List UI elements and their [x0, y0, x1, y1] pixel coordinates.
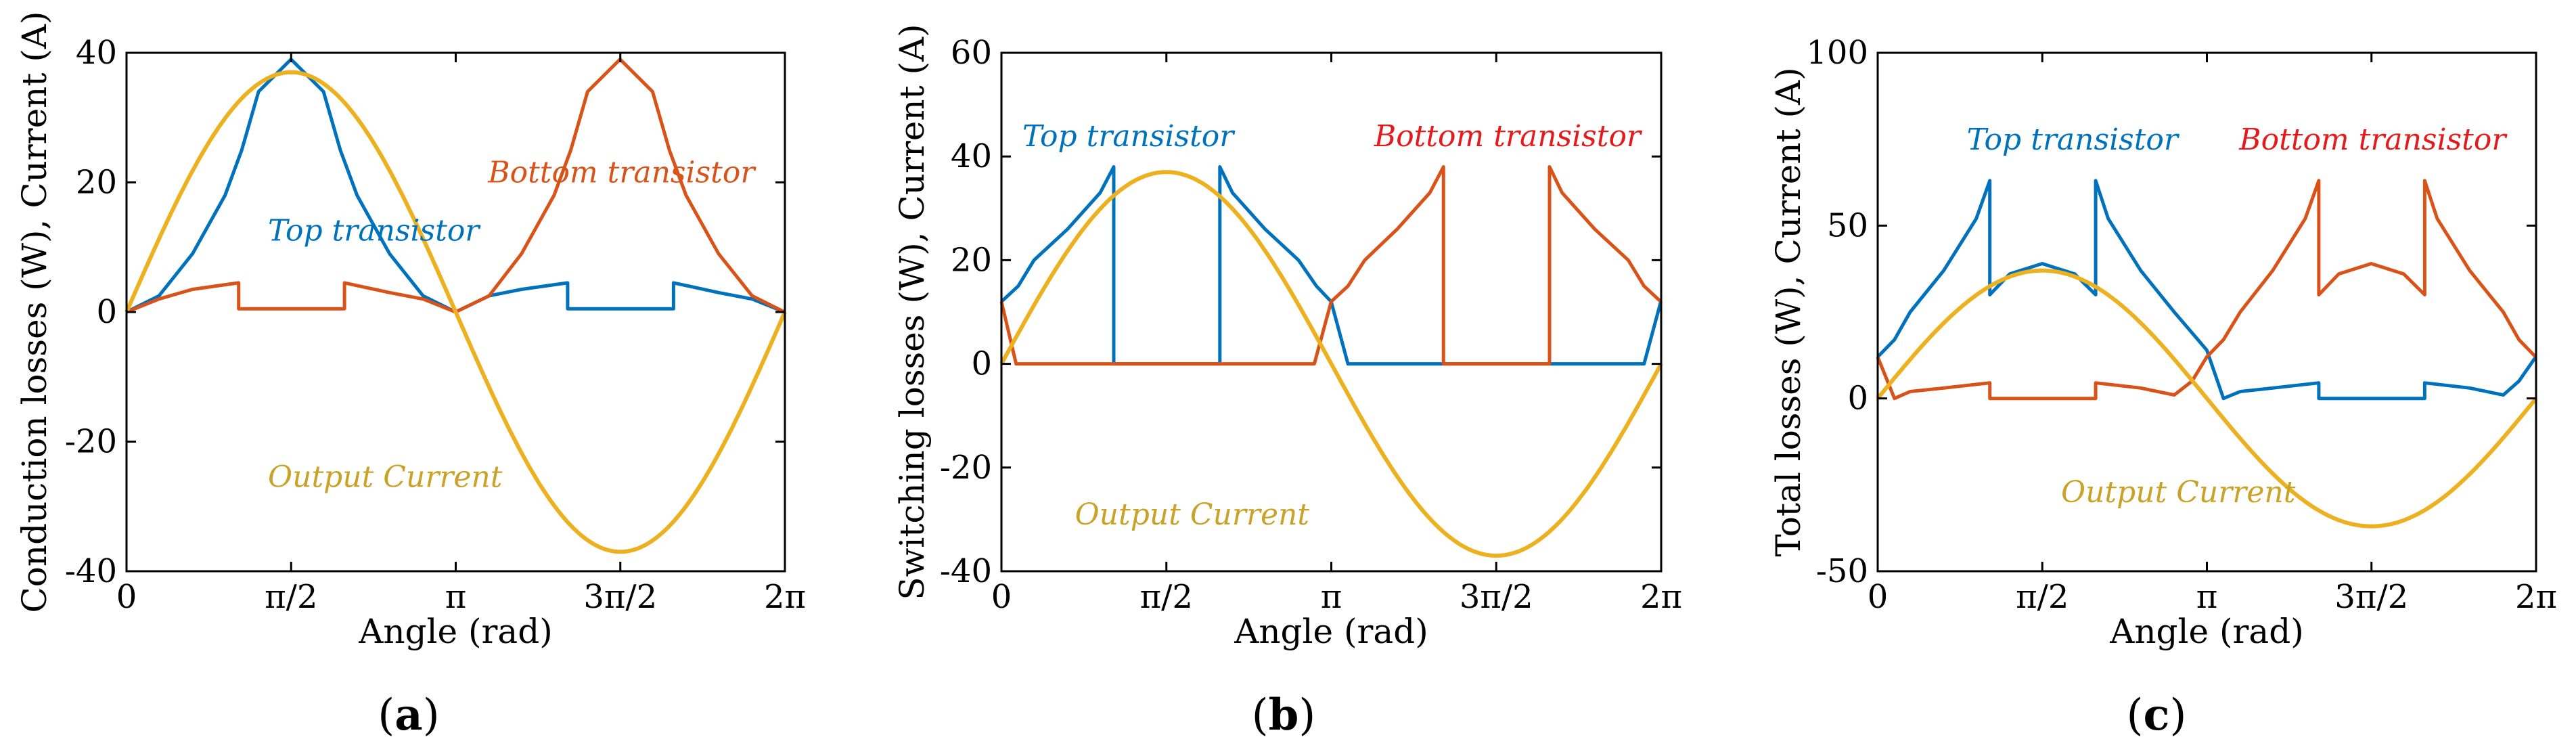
- y-tick-label: -40: [940, 552, 992, 590]
- x-tick-label: 3π/2: [2334, 578, 2408, 616]
- y-tick-label: -40: [65, 552, 117, 590]
- output-current-annotation: Output Current: [1075, 497, 1310, 532]
- bottom-transistor-line: [126, 58, 786, 314]
- y-tick-label: 0: [96, 293, 117, 331]
- x-tick-label: 0: [991, 578, 1012, 616]
- x-tick-label: 3π/2: [583, 578, 657, 616]
- x-tick-label: π: [2196, 578, 2218, 616]
- output-current-annotation: Output Current: [2061, 475, 2296, 510]
- y-tick-label: 100: [1806, 34, 1868, 72]
- bottom-transistor-annotation: Bottom transistor: [1374, 119, 1643, 154]
- x-axis-label: Angle (rad): [1234, 612, 1428, 651]
- x-axis-label: Angle (rad): [2109, 612, 2304, 651]
- bottom-transistor-line: [999, 165, 1663, 366]
- x-tick-label: 2π: [764, 578, 806, 616]
- y-tick-label: 20: [951, 241, 992, 279]
- y-tick-label: -20: [65, 423, 117, 461]
- bottom-transistor-annotation: Bottom transistor: [487, 156, 756, 190]
- top-transistor-line: [125, 58, 786, 314]
- chart-panel-a: 0 π/2 π 3π/2 2π -40 -20 0 20 40 Angle (rad) Conduct…: [15, 12, 806, 740]
- x-tick-label: π/2: [265, 578, 317, 616]
- output-current-line: [125, 70, 787, 554]
- x-tick-label: 2π: [2515, 578, 2557, 616]
- x-tick-label: 3π/2: [1460, 578, 1533, 616]
- x-tick-label: π: [1321, 578, 1342, 616]
- y-tick-label: 0: [1847, 380, 1868, 418]
- x-tick-label: π/2: [1140, 578, 1193, 616]
- output-current-line: [999, 170, 1663, 558]
- y-tick-label: 40: [76, 34, 117, 72]
- y-tick-label: -20: [940, 449, 992, 487]
- output-current-line: [1876, 268, 2538, 529]
- y-tick-label: 0: [971, 345, 992, 383]
- x-tick-label: 0: [1868, 578, 1889, 616]
- top-transistor-line: [1000, 165, 1663, 366]
- top-transistor-annotation: Top transistor: [1967, 123, 2180, 157]
- y-axis-label: Switching losses (W), Current (A): [892, 24, 932, 600]
- top-transistor-line: [1876, 179, 2537, 401]
- y-tick-label: 50: [1827, 206, 1868, 244]
- top-transistor-annotation: Top transistor: [268, 214, 481, 248]
- y-tick-label: -50: [1816, 552, 1868, 590]
- panel-label-a: (a): [378, 690, 439, 740]
- x-tick-label: 0: [116, 578, 137, 616]
- bottom-transistor-annotation: Bottom transistor: [2238, 123, 2508, 157]
- x-axis-label: Angle (rad): [358, 612, 553, 651]
- top-transistor-annotation: Top transistor: [1022, 119, 1236, 154]
- output-current-annotation: Output Current: [268, 460, 503, 495]
- x-tick-label: π: [445, 578, 467, 616]
- panel-label-c: (c): [2127, 690, 2187, 740]
- y-axis-label: Total losses (W), Current (A): [1769, 67, 1808, 556]
- x-tick-label: 2π: [1640, 578, 1682, 616]
- y-tick-label: 20: [76, 164, 117, 202]
- chart-panel-b: 0 π/2 π 3π/2 2π -40 -20 0 20 40 60 Angle (rad) Switc…: [892, 24, 1682, 740]
- bottom-transistor-line: [1876, 179, 2537, 401]
- panel-label-b: (b): [1252, 690, 1316, 740]
- y-tick-label: 60: [951, 34, 992, 72]
- y-axis-label: Conduction losses (W), Current (A): [15, 12, 54, 613]
- x-tick-label: π/2: [2016, 578, 2069, 616]
- y-tick-label: 40: [951, 137, 992, 175]
